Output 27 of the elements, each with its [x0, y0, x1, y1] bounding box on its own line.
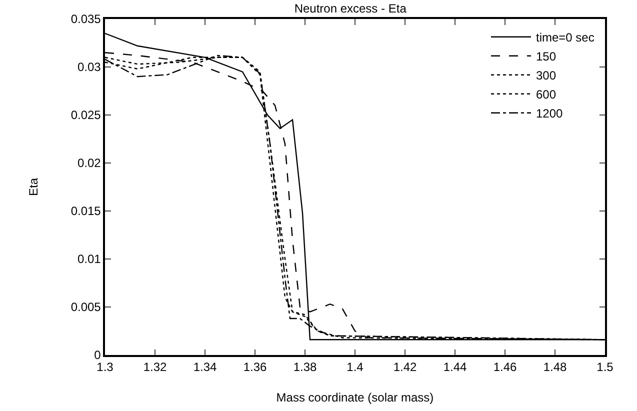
x-tick-label: 1.32: [143, 360, 167, 374]
y-tick-label: 0.03: [77, 60, 102, 74]
y-tick-label: 0.02: [77, 156, 102, 170]
y-tick-label: 0.025: [70, 108, 102, 122]
x-tick-label: 1.5: [596, 360, 614, 374]
legend-label: 300: [536, 68, 556, 83]
x-tick-label: 1.48: [543, 360, 567, 374]
x-tick-label: 1.34: [193, 360, 217, 374]
y-tick-label: 0: [94, 348, 102, 362]
y-tick-label: 0.035: [70, 12, 102, 26]
x-axis-title: Mass coordinate (solar mass): [276, 390, 434, 404]
legend-label: 600: [536, 88, 556, 102]
x-tick-label: 1.44: [443, 360, 467, 374]
x-tick-label: 1.36: [243, 360, 267, 374]
y-tick-label: 0.015: [70, 204, 102, 218]
y-tick-label: 0.01: [77, 252, 102, 266]
y-tick-label: 0.005: [70, 300, 102, 314]
y-axis-title: Eta: [26, 178, 41, 196]
legend-label: 150: [536, 50, 556, 64]
legend-label: time=0 sec: [536, 30, 594, 45]
legend-label: 1200: [536, 106, 564, 121]
x-tick-label: 1.46: [493, 360, 517, 374]
x-tick-label: 1.38: [293, 360, 317, 374]
x-tick-label: 1.42: [393, 360, 417, 374]
chart-title: Neutron excess - Eta: [294, 2, 407, 16]
x-tick-label: 1.4: [346, 360, 364, 374]
x-tick-label: 1.3: [96, 360, 114, 374]
